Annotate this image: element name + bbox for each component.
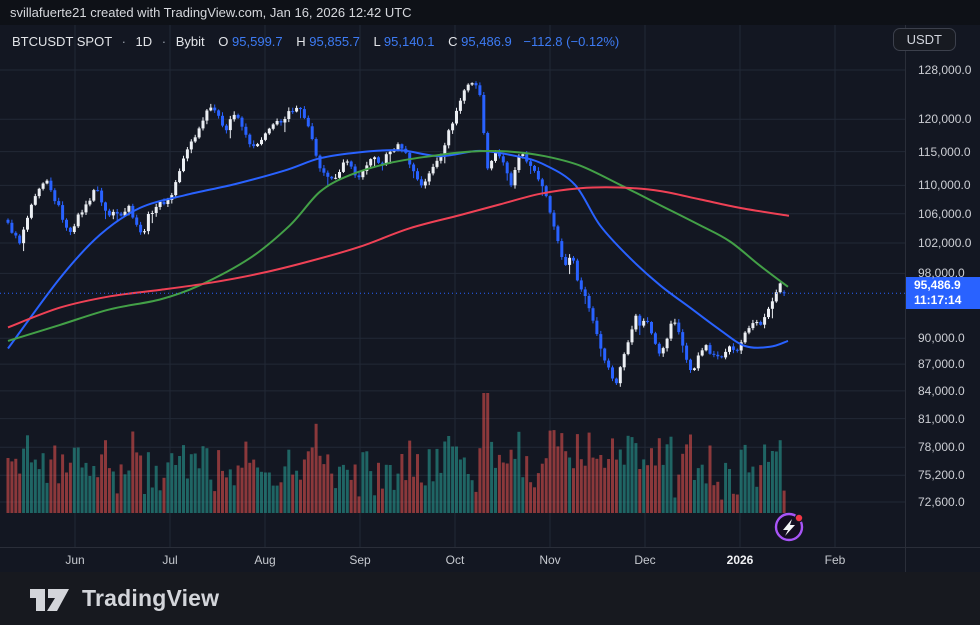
high-value: 95,855.7 <box>309 34 360 49</box>
tradingview-mark-icon <box>30 588 69 611</box>
exchange-label[interactable]: Bybit <box>175 34 205 49</box>
footer-bar: TradingView <box>0 572 980 625</box>
price-tick: 110,000.0 <box>918 178 971 193</box>
price-tick: 72,600.0 <box>918 495 965 509</box>
attribution-bar: svillafuerte21 created with TradingView.… <box>0 0 980 25</box>
price-axis[interactable]: 95,486.9 11:17:14 128,000.0 120,000.0 115,… <box>906 25 980 547</box>
low-label: L <box>373 34 381 49</box>
price-tick: 102,000.0 <box>918 236 972 250</box>
month-tick: Dec <box>634 553 656 567</box>
tradingview-logo[interactable]: TradingView <box>26 579 219 619</box>
symbol-legend[interactable]: BTCUSDT SPOT · 1D · Bybit O 95,599.7 H 9… <box>12 34 619 49</box>
symbol-name[interactable]: BTCUSDT SPOT <box>12 34 112 49</box>
ma-fast-blue <box>7 149 789 350</box>
tradingview-wordmark: TradingView <box>82 585 220 611</box>
low-value: 95,140.1 <box>383 34 435 49</box>
price-tick: 120,000.0 <box>918 112 972 127</box>
price-tick: 98,000.0 <box>918 266 965 281</box>
candlesticks <box>6 81 786 387</box>
ma-slow-red <box>7 186 790 329</box>
current-price-value: 95,486.9 <box>914 278 961 292</box>
change-value: −112.8 (−0.12%) <box>523 34 620 49</box>
ma-mid-green <box>7 150 789 342</box>
price-tick: 81,000.0 <box>918 411 965 426</box>
chart-canvas[interactable] <box>0 25 980 547</box>
price-tick: 87,000.0 <box>918 357 965 372</box>
year-tick: 2026 <box>726 553 754 567</box>
price-tick: 106,000.0 <box>918 206 972 221</box>
axis-divider <box>905 25 906 572</box>
month-tick: Nov <box>539 553 561 567</box>
close-value: 95,486.9 <box>461 34 512 49</box>
price-tick: 90,000.0 <box>918 331 965 346</box>
price-chart[interactable]: BTCUSDT SPOT · 1D · Bybit O 95,599.7 H 9… <box>0 25 980 547</box>
month-tick: Sep <box>349 553 371 567</box>
price-tick: 84,000.0 <box>918 383 965 398</box>
lightning-badge-icon[interactable] <box>772 510 806 544</box>
month-tick: Feb <box>824 553 846 567</box>
bar-close-countdown: 11:17:14 <box>914 293 962 307</box>
price-tick: 75,200.0 <box>918 468 965 483</box>
current-price-label: 95,486.9 11:17:14 <box>906 277 980 309</box>
month-tick: Jul <box>162 553 178 567</box>
interval-label[interactable]: 1D <box>135 34 153 49</box>
month-tick: Aug <box>254 553 276 567</box>
month-tick: Oct <box>445 553 465 567</box>
volume-bars <box>6 393 786 513</box>
open-label: O <box>218 34 229 49</box>
price-tick: 128,000.0 <box>918 63 972 77</box>
legend-separator: · <box>121 34 126 49</box>
month-tick: Jun <box>65 553 85 567</box>
attribution-text: svillafuerte21 created with TradingView.… <box>10 5 412 20</box>
price-tick: 78,000.0 <box>918 440 965 455</box>
time-axis[interactable]: Jun Jul Aug Sep Oct Nov Dec 2026 Feb <box>0 547 980 572</box>
high-label: H <box>296 34 306 49</box>
currency-button[interactable]: USDT <box>892 28 956 51</box>
price-tick: 115,000.0 <box>918 144 971 159</box>
open-value: 95,599.7 <box>232 34 283 49</box>
legend-separator: · <box>161 34 167 49</box>
close-label: C <box>448 34 458 49</box>
